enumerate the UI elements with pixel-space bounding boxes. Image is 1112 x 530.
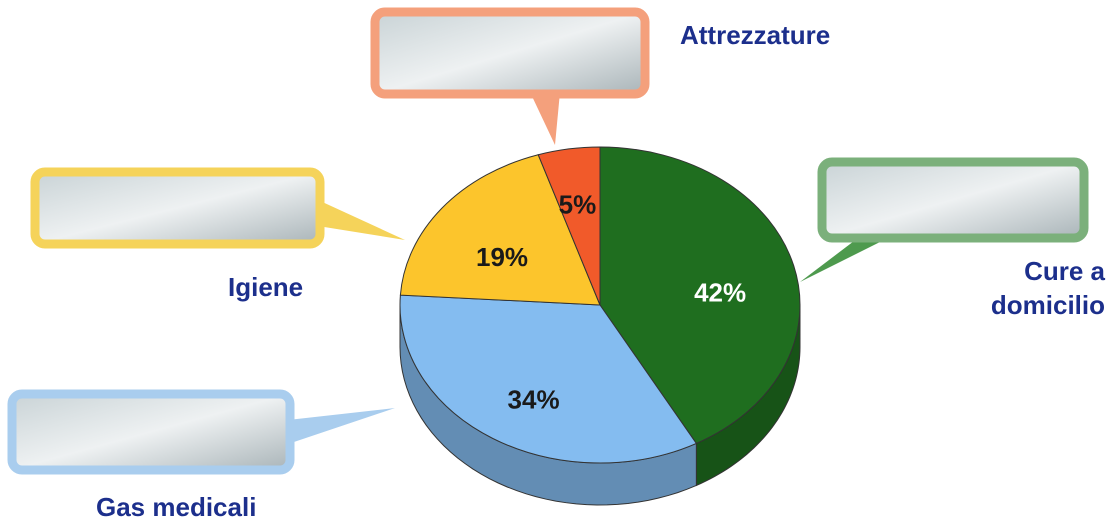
callout-pointer [288,408,395,444]
category-label: Gas medicali [96,492,257,522]
pie-slice [599,146,801,445]
pie-slice [399,294,698,464]
pie-slice [399,154,601,306]
category-label: Attrezzature [680,20,831,50]
callout-pointer [318,200,405,240]
callouts [7,7,1089,475]
callout-photo [370,7,650,99]
callout-photo [7,389,295,475]
callout-photo [817,157,1089,243]
category-label: Cure a domicilio [990,256,1105,320]
category-label: Igiene [228,272,304,302]
pie: 42% 34% 19% 5% [399,146,801,506]
value-label: 5% [559,190,597,220]
pie-slice [537,146,601,306]
value-label: 19% [476,242,528,272]
callout-pointer [530,92,560,145]
value-label: 34% [508,385,560,415]
callout-photo [30,167,325,249]
callout-pointer [800,238,888,282]
value-label: 42% [694,278,746,308]
